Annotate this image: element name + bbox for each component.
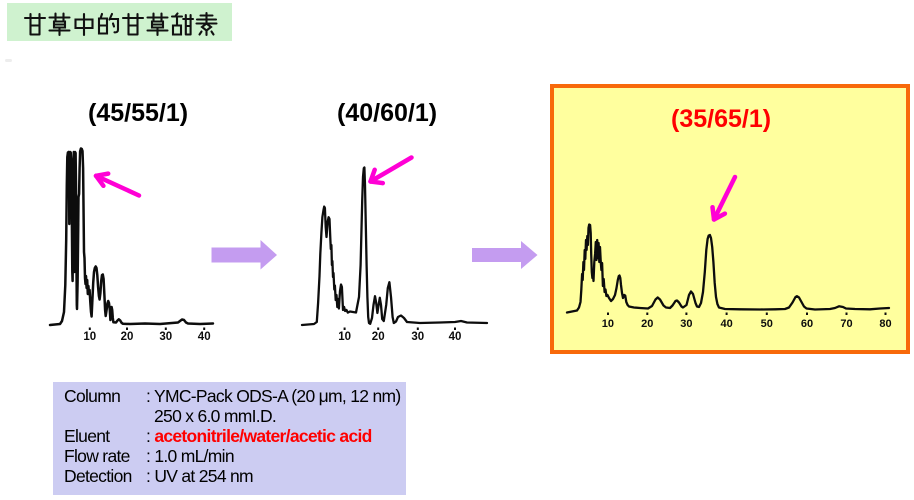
svg-text:60: 60 [801, 318, 813, 330]
svg-text:20: 20 [121, 331, 134, 343]
svg-text:30: 30 [680, 318, 692, 330]
svg-text:10: 10 [602, 318, 614, 330]
svg-text:10: 10 [338, 331, 351, 343]
svg-text:10: 10 [83, 331, 96, 343]
svg-text:50: 50 [761, 318, 773, 330]
svg-text:30: 30 [159, 331, 172, 343]
svg-text:40: 40 [720, 318, 732, 330]
svg-text:40: 40 [449, 331, 462, 343]
svg-text:40: 40 [198, 331, 211, 343]
svg-text:30: 30 [411, 331, 424, 343]
svg-text:70: 70 [840, 318, 852, 330]
svg-text:20: 20 [372, 331, 385, 343]
svg-text:20: 20 [641, 318, 653, 330]
svg-text:80: 80 [879, 318, 891, 330]
